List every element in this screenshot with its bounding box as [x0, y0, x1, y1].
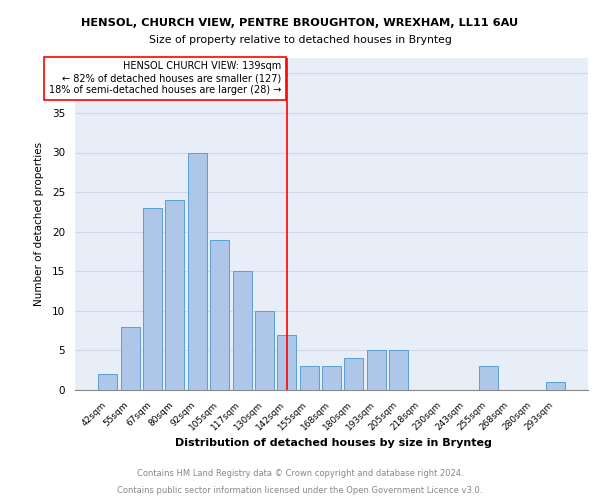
- Bar: [479, 366, 497, 390]
- Text: Size of property relative to detached houses in Brynteg: Size of property relative to detached ho…: [149, 35, 451, 45]
- Bar: [143, 208, 162, 390]
- Bar: [121, 326, 140, 390]
- Bar: [344, 358, 364, 390]
- Text: Distribution of detached houses by size in Brynteg: Distribution of detached houses by size …: [175, 438, 491, 448]
- Text: Contains public sector information licensed under the Open Government Licence v3: Contains public sector information licen…: [118, 486, 482, 495]
- Bar: [210, 240, 229, 390]
- Bar: [233, 271, 251, 390]
- Y-axis label: Number of detached properties: Number of detached properties: [34, 142, 44, 306]
- Bar: [367, 350, 386, 390]
- Bar: [545, 382, 565, 390]
- Bar: [98, 374, 118, 390]
- Bar: [255, 311, 274, 390]
- Bar: [188, 152, 207, 390]
- Bar: [299, 366, 319, 390]
- Text: HENSOL CHURCH VIEW: 139sqm
← 82% of detached houses are smaller (127)
18% of sem: HENSOL CHURCH VIEW: 139sqm ← 82% of deta…: [49, 62, 281, 94]
- Text: Contains HM Land Registry data © Crown copyright and database right 2024.: Contains HM Land Registry data © Crown c…: [137, 468, 463, 477]
- Bar: [389, 350, 408, 390]
- Bar: [322, 366, 341, 390]
- Text: HENSOL, CHURCH VIEW, PENTRE BROUGHTON, WREXHAM, LL11 6AU: HENSOL, CHURCH VIEW, PENTRE BROUGHTON, W…: [82, 18, 518, 28]
- Bar: [277, 334, 296, 390]
- Bar: [166, 200, 184, 390]
